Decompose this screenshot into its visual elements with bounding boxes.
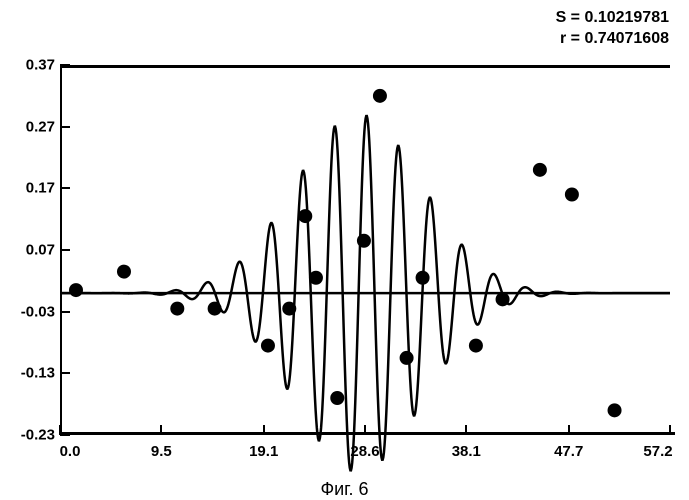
data-point [330,391,344,405]
x-tick-label: 19.1 [249,443,278,460]
stat-r: r = 0.74071608 [556,29,669,50]
y-tick-label: 0.27 [26,118,55,135]
y-tick-label: -0.13 [21,365,55,382]
data-point [357,234,371,248]
data-point [298,209,312,223]
y-tick-label: 0.37 [26,57,55,74]
y-tick-label: 0.17 [26,180,55,197]
x-tick-label: 57.2 [643,443,672,460]
y-tick-label: -0.23 [21,427,55,444]
data-point [373,89,387,103]
data-point [608,403,622,417]
y-tick-label: 0.07 [26,242,55,259]
data-point [261,339,275,353]
data-point [400,351,414,365]
data-point [469,339,483,353]
data-point [565,188,579,202]
y-tick-label: -0.03 [21,303,55,320]
x-tick-label: 38.1 [452,443,481,460]
x-tick-label: 28.6 [350,443,379,460]
stat-s: S = 0.10219781 [556,8,669,29]
data-point [309,271,323,285]
data-point [496,292,510,306]
chart: -0.23 -0.13 -0.03 0.07 0.17 0.27 0.37 0.0 9.5 19.… [0,55,689,475]
x-tick-label: 9.5 [151,443,172,460]
data-point [533,163,547,177]
data-point [69,283,83,297]
x-tick-label: 47.7 [554,443,583,460]
x-tick-label: 0.0 [60,443,81,460]
data-point [416,271,430,285]
data-point [117,265,131,279]
chart-svg [60,65,670,435]
figure-caption: Фиг. 6 [320,479,368,500]
data-point [208,302,222,316]
data-point [282,302,296,316]
data-point [170,302,184,316]
